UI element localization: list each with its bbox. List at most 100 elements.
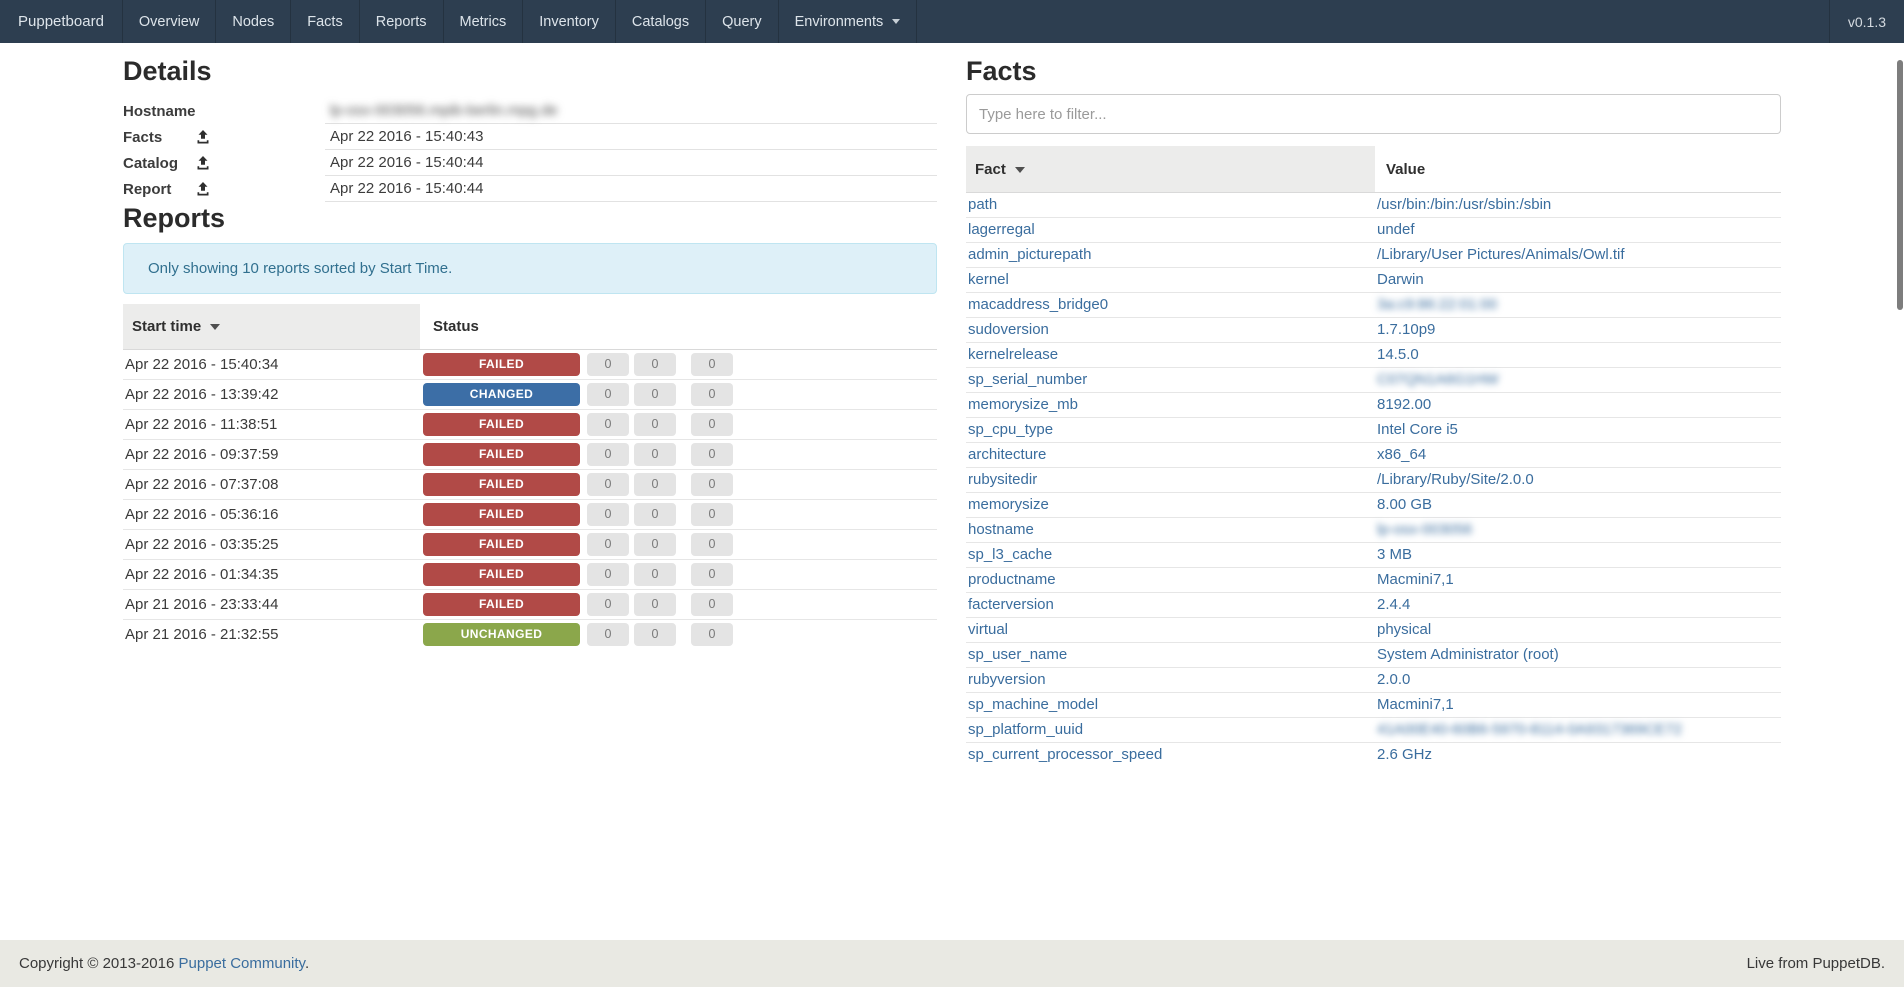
fact-name-link[interactable]: sp_machine_model	[968, 696, 1098, 713]
report-status-badge[interactable]: FAILED	[423, 533, 580, 556]
fact-value-link[interactable]: /usr/bin:/bin:/usr/sbin:/sbin	[1377, 196, 1551, 213]
fact-name-link[interactable]: sp_l3_cache	[968, 546, 1052, 563]
fact-value-cell: 1.7.10p9	[1375, 318, 1781, 343]
fact-value-link[interactable]: Macmini7,1	[1377, 571, 1454, 588]
nav-item-overview[interactable]: Overview	[123, 0, 216, 43]
fact-name-link[interactable]: rubysitedir	[968, 471, 1037, 488]
reports-column-status[interactable]: Status	[420, 304, 937, 350]
navbar-brand[interactable]: Puppetboard	[0, 0, 123, 43]
fact-value-link[interactable]: lp-osx-003056	[1377, 521, 1472, 538]
fact-name-cell: sp_platform_uuid	[966, 718, 1375, 743]
fact-value-link[interactable]: 14.5.0	[1377, 346, 1419, 363]
fact-value-link[interactable]: undef	[1377, 221, 1415, 238]
fact-value-link[interactable]: System Administrator (root)	[1377, 646, 1559, 663]
report-status-badge[interactable]: FAILED	[423, 443, 580, 466]
puppet-community-link[interactable]: Puppet Community	[179, 955, 305, 972]
upload-icon[interactable]	[196, 182, 210, 196]
fact-name-link[interactable]: memorysize	[968, 496, 1049, 513]
fact-name-link[interactable]: virtual	[968, 621, 1008, 638]
facts-column-value[interactable]: Value	[1375, 146, 1781, 193]
fact-value-cell: lp-osx-003056	[1375, 518, 1781, 543]
fact-value-cell: undef	[1375, 218, 1781, 243]
fact-value-link[interactable]: 1.7.10p9	[1377, 321, 1435, 338]
fact-name-link[interactable]: memorysize_mb	[968, 396, 1078, 413]
report-start-time: Apr 22 2016 - 09:37:59	[123, 440, 420, 470]
fact-name-link[interactable]: productname	[968, 571, 1056, 588]
fact-name-link[interactable]: sp_user_name	[968, 646, 1067, 663]
fact-name-link[interactable]: hostname	[968, 521, 1034, 538]
fact-name-cell: sp_l3_cache	[966, 543, 1375, 568]
report-status-badge[interactable]: FAILED	[423, 413, 580, 436]
upload-icon[interactable]	[196, 130, 210, 144]
nav-item-nodes[interactable]: Nodes	[216, 0, 291, 43]
main-content: Details Hostnamelp-osx-003056.mpib-berli…	[0, 43, 1904, 767]
fact-value-cell: 14.5.0	[1375, 343, 1781, 368]
details-label-text: Hostname	[123, 101, 196, 122]
fact-value-link[interactable]: physical	[1377, 621, 1431, 638]
report-status-badge[interactable]: FAILED	[423, 473, 580, 496]
upload-icon[interactable]	[196, 156, 210, 170]
report-status-badge[interactable]: FAILED	[423, 353, 580, 376]
fact-name-link[interactable]: macaddress_bridge0	[968, 296, 1108, 313]
report-start-time: Apr 22 2016 - 13:39:42	[123, 380, 420, 410]
report-status-badge[interactable]: CHANGED	[423, 383, 580, 406]
fact-value-link[interactable]: /Library/Ruby/Site/2.0.0	[1377, 471, 1534, 488]
details-value: lp-osx-003056.mpib-berlin.mpg.de	[325, 98, 937, 124]
fact-value-link[interactable]: 3a:c9:86:22:01:00	[1377, 296, 1497, 313]
fact-value-cell: x86_64	[1375, 443, 1781, 468]
fact-name-link[interactable]: admin_picturepath	[968, 246, 1091, 263]
fact-value-link[interactable]: 2.6 GHz	[1377, 746, 1432, 763]
report-status-badge[interactable]: FAILED	[423, 593, 580, 616]
fact-name-link[interactable]: sp_serial_number	[968, 371, 1087, 388]
fact-value-link[interactable]: C07QN1A6G1HW	[1377, 371, 1499, 388]
details-value: Apr 22 2016 - 15:40:43	[325, 124, 937, 150]
facts-filter-input[interactable]	[966, 94, 1781, 134]
fact-name-link[interactable]: sp_current_processor_speed	[968, 746, 1162, 763]
report-metric-badge: 0	[691, 383, 733, 406]
fact-name-link[interactable]: sp_cpu_type	[968, 421, 1053, 438]
fact-name-link[interactable]: architecture	[968, 446, 1046, 463]
fact-value-link[interactable]: Macmini7,1	[1377, 696, 1454, 713]
fact-name-link[interactable]: sudoversion	[968, 321, 1049, 338]
report-status-badge[interactable]: FAILED	[423, 563, 580, 586]
fact-name-cell: path	[966, 193, 1375, 218]
report-status-badge[interactable]: UNCHANGED	[423, 623, 580, 646]
fact-name-link[interactable]: kernelrelease	[968, 346, 1058, 363]
fact-name-link[interactable]: rubyversion	[968, 671, 1046, 688]
fact-name-link[interactable]: kernel	[968, 271, 1009, 288]
nav-item-catalogs[interactable]: Catalogs	[616, 0, 706, 43]
fact-row: productname Macmini7,1	[966, 568, 1781, 593]
fact-value-link[interactable]: Intel Core i5	[1377, 421, 1458, 438]
nav-item-reports[interactable]: Reports	[360, 0, 444, 43]
fact-value-link[interactable]: /Library/User Pictures/Animals/Owl.tif	[1377, 246, 1625, 263]
fact-value-link[interactable]: 8.00 GB	[1377, 496, 1432, 513]
scrollbar-thumb[interactable]	[1897, 60, 1903, 310]
fact-value-link[interactable]: 2.0.0	[1377, 671, 1410, 688]
fact-name-link[interactable]: facterversion	[968, 596, 1054, 613]
nav-item-facts[interactable]: Facts	[291, 0, 359, 43]
nav-item-inventory[interactable]: Inventory	[523, 0, 616, 43]
fact-value-cell: 41A00E40-60B6-5970-8114-0A9317369CE72	[1375, 718, 1781, 743]
fact-value-link[interactable]: x86_64	[1377, 446, 1426, 463]
fact-name-link[interactable]: path	[968, 196, 997, 213]
report-status-badge[interactable]: FAILED	[423, 503, 580, 526]
environments-label: Environments	[795, 14, 884, 30]
fact-value-link[interactable]: 3 MB	[1377, 546, 1412, 563]
fact-value-link[interactable]: Darwin	[1377, 271, 1424, 288]
fact-name-link[interactable]: sp_platform_uuid	[968, 721, 1083, 738]
fact-value-link[interactable]: 41A00E40-60B6-5970-8114-0A9317369CE72	[1377, 721, 1682, 738]
nav-item-query[interactable]: Query	[706, 0, 779, 43]
facts-column-fact[interactable]: Fact	[966, 146, 1375, 193]
fact-name-cell: sudoversion	[966, 318, 1375, 343]
fact-value-link[interactable]: 8192.00	[1377, 396, 1431, 413]
nav-item-metrics[interactable]: Metrics	[444, 0, 524, 43]
report-metric-badge: 0	[691, 593, 733, 616]
reports-column-start-time[interactable]: Start time	[123, 304, 420, 350]
reports-table: Start time Status Apr 22 2016 - 15:40:34…	[123, 304, 937, 649]
report-metric-badge: 0	[587, 473, 629, 496]
fact-value-link[interactable]: 2.4.4	[1377, 596, 1410, 613]
fact-name-cell: sp_machine_model	[966, 693, 1375, 718]
fact-name-link[interactable]: lagerregal	[968, 221, 1035, 238]
nav-item-environments[interactable]: Environments	[779, 0, 918, 43]
report-row: Apr 22 2016 - 11:38:51FAILED000	[123, 410, 937, 440]
